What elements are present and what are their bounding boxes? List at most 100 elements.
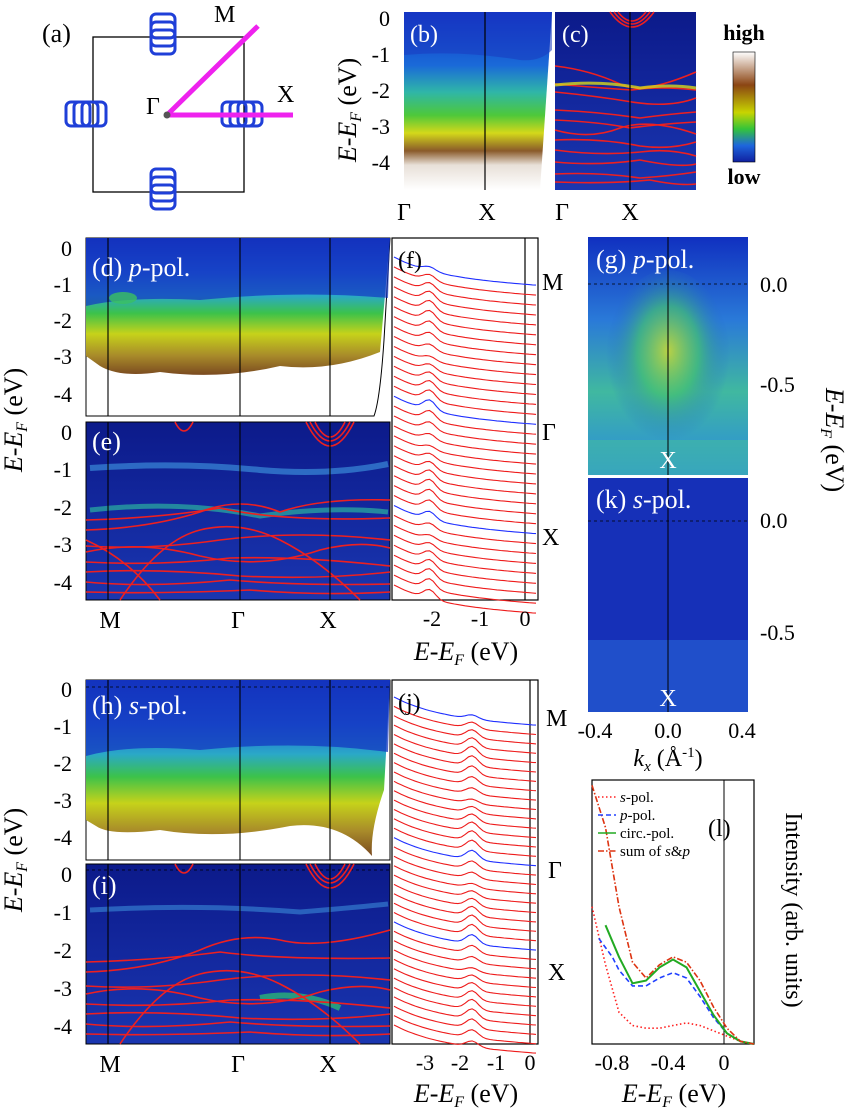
edc-curve <box>393 266 537 296</box>
svg-text:-1: -1 <box>471 606 489 631</box>
panel-d-label: (d) p-pol. <box>92 253 190 282</box>
panel-j-ticks: -3 -2 -1 0 <box>416 1050 536 1075</box>
panel-l-chart: (l) s-pol. p-pol. circ.-pol. sum of s&p … <box>591 779 806 1111</box>
colorbar-low: low <box>728 164 761 189</box>
panel-j-k-labels: M Γ X <box>546 706 567 986</box>
edc-curve <box>393 475 537 505</box>
svg-text:X: X <box>621 200 638 226</box>
svg-text:M: M <box>99 1052 120 1078</box>
edc-curve <box>393 874 537 904</box>
panel-i-label: (i) <box>92 871 117 900</box>
m-label: M <box>214 2 235 28</box>
edc-curve <box>393 940 537 970</box>
svg-text:Γ: Γ <box>231 1052 245 1078</box>
svg-text:0: 0 <box>61 677 72 702</box>
panel-b-label: (b) <box>410 22 438 48</box>
edc-curve <box>393 495 537 525</box>
bc-k-ticks: Γ X Γ X <box>397 200 639 226</box>
edc-curve <box>393 485 537 515</box>
edc-curve <box>393 306 537 336</box>
svg-text:Γ: Γ <box>555 200 569 226</box>
svg-text:-0.4: -0.4 <box>651 1050 686 1075</box>
edc-curve <box>393 790 537 820</box>
edc-curve <box>393 827 537 857</box>
panel-f-ticks: -2 -1 0 <box>423 606 531 631</box>
edc-curve <box>393 286 537 316</box>
svg-text:X: X <box>319 608 336 634</box>
svg-text:Γ: Γ <box>548 858 562 884</box>
svg-text:M: M <box>542 270 563 296</box>
edc-curve <box>393 296 537 326</box>
h-energy-ticks: 0 -1 -2 -3 -4 <box>54 677 72 850</box>
panel-j-xlabel: E-EF (eV) <box>413 1079 518 1111</box>
svg-text:-3: -3 <box>54 532 72 557</box>
edc-curve <box>393 743 537 773</box>
svg-text:0: 0 <box>525 1050 536 1075</box>
panel-j-edc: (j) M Γ X -3 -2 -1 0 E-EF (eV) <box>391 679 567 1111</box>
panel-j-label: (j) <box>398 690 421 716</box>
svg-text:X: X <box>478 200 495 226</box>
panel-k-label: (k) s-pol. <box>596 485 691 514</box>
edc-curve <box>393 544 537 574</box>
colorbar-high: high <box>723 20 765 45</box>
gamma-label: Γ <box>146 94 160 120</box>
panel-f-k-labels: M Γ X <box>542 270 563 551</box>
svg-text:-2: -2 <box>423 606 441 631</box>
legend-circ: circ.-pol. <box>620 826 674 842</box>
legend-s: s-pol. <box>620 790 654 806</box>
svg-text:-2: -2 <box>54 308 72 333</box>
edc-curve <box>393 912 537 942</box>
edc-curve <box>393 855 537 886</box>
svg-text:0: 0 <box>520 606 531 631</box>
edc-curve <box>393 724 537 754</box>
edc-curve <box>393 455 537 485</box>
edc-curve <box>393 514 537 545</box>
gamma-m-path <box>165 24 260 117</box>
edc-curve <box>393 326 537 356</box>
edc-curve <box>393 846 537 876</box>
svg-text:-0.5: -0.5 <box>760 372 795 397</box>
svg-text:-1: -1 <box>54 714 72 739</box>
edc-curve <box>393 780 537 811</box>
edc-curve <box>393 705 537 736</box>
edc-curve <box>393 996 537 1026</box>
panel-l-frame <box>591 779 755 1045</box>
bc-energy-ticks: 0 -1 -2 -3 -4 <box>372 6 390 175</box>
svg-text:Γ: Γ <box>397 200 411 226</box>
edc-curve <box>393 958 537 989</box>
svg-text:0: 0 <box>61 420 72 445</box>
hi-energy-axis-label: E-EF (eV) <box>0 808 31 913</box>
edc-curve <box>393 346 537 376</box>
svg-text:-4: -4 <box>372 150 390 175</box>
edc-curve <box>393 771 537 801</box>
edc-curve <box>393 809 537 839</box>
svg-text:-1: -1 <box>54 272 72 297</box>
edc-curve <box>393 385 537 415</box>
edc-curve <box>393 534 537 564</box>
edc-curve <box>393 921 537 951</box>
svg-text:-0.5: -0.5 <box>760 620 795 645</box>
series-line-s-pol- <box>591 906 755 1045</box>
svg-text:-4: -4 <box>54 1014 72 1039</box>
panel-f-edc: (f) M Γ X -2 -1 0 E-EF (eV) <box>391 237 563 669</box>
svg-text:-4: -4 <box>54 570 72 595</box>
edc-curve <box>393 696 537 726</box>
edc-curve <box>393 365 537 396</box>
edc-curve <box>393 799 537 829</box>
svg-text:Γ: Γ <box>542 420 556 446</box>
panel-hi: E-EF (eV) 0 -1 -2 -3 -4 0 -1 -2 -3 -4 (h… <box>0 677 391 1078</box>
svg-text:0: 0 <box>61 236 72 261</box>
svg-text:-0.4: -0.4 <box>578 718 613 743</box>
svg-text:0.4: 0.4 <box>728 718 756 743</box>
svg-text:-3: -3 <box>54 976 72 1001</box>
edc-curve <box>393 930 537 960</box>
svg-text:-2: -2 <box>451 1050 469 1075</box>
edc-curve <box>393 1005 537 1035</box>
gamma-point <box>163 111 171 119</box>
svg-text:0: 0 <box>61 862 72 887</box>
edc-curve <box>393 584 537 614</box>
edc-curve <box>393 818 537 848</box>
edc-curve <box>393 865 537 895</box>
edc-curve <box>393 425 537 455</box>
